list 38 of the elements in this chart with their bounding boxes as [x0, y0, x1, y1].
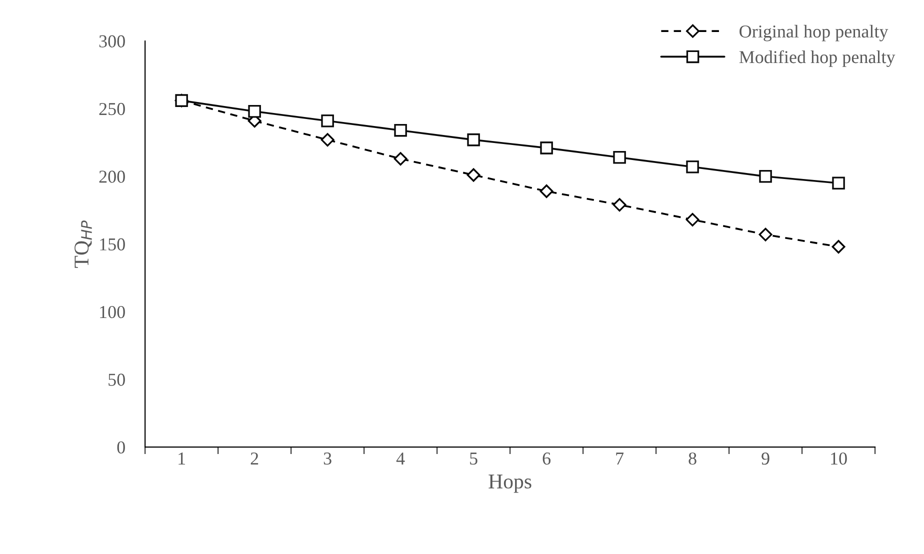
x-tick-label: 10: [831, 452, 847, 465]
y-tick-label: 50: [108, 374, 125, 386]
point: [686, 160, 699, 174]
point: [321, 114, 334, 128]
point: [612, 198, 626, 212]
y-tick-label: 250: [99, 102, 125, 116]
x-tick-label: 5: [470, 452, 478, 465]
legend-label: Modified hop penalty: [739, 50, 896, 67]
y-tick-label: 200: [99, 170, 125, 183]
y-tick-label: 100: [100, 306, 125, 318]
x-axis-title: Hops: [488, 474, 532, 493]
y-axis-title: TQ$_{HP}$: [74, 220, 92, 268]
point: [832, 240, 846, 254]
point: [613, 151, 626, 164]
y-tick-label: 300: [99, 35, 125, 48]
x-tick-label: 4: [396, 452, 405, 464]
x-tick-label: 2: [250, 452, 258, 464]
x-tick-label: 8: [688, 452, 696, 465]
x-tick-label: 1: [178, 452, 185, 464]
x-tick-label: 7: [616, 452, 624, 464]
point: [758, 228, 772, 242]
point: [320, 133, 334, 147]
x-tick-label: 6: [542, 452, 551, 465]
x-tick-label: 3: [324, 452, 332, 465]
x-tick-label: 9: [762, 452, 770, 465]
point: [540, 142, 553, 154]
y-tick-label: 150: [100, 238, 125, 250]
point: [248, 104, 261, 118]
point: [686, 212, 700, 226]
point: [466, 168, 480, 182]
point: [832, 176, 845, 190]
point: [394, 124, 407, 137]
point: [540, 184, 554, 198]
y-tick-label: 0: [117, 441, 125, 454]
point: [394, 152, 408, 166]
point: [759, 170, 772, 183]
point: [467, 133, 480, 146]
legend-label: Original hop penalty: [740, 24, 888, 42]
